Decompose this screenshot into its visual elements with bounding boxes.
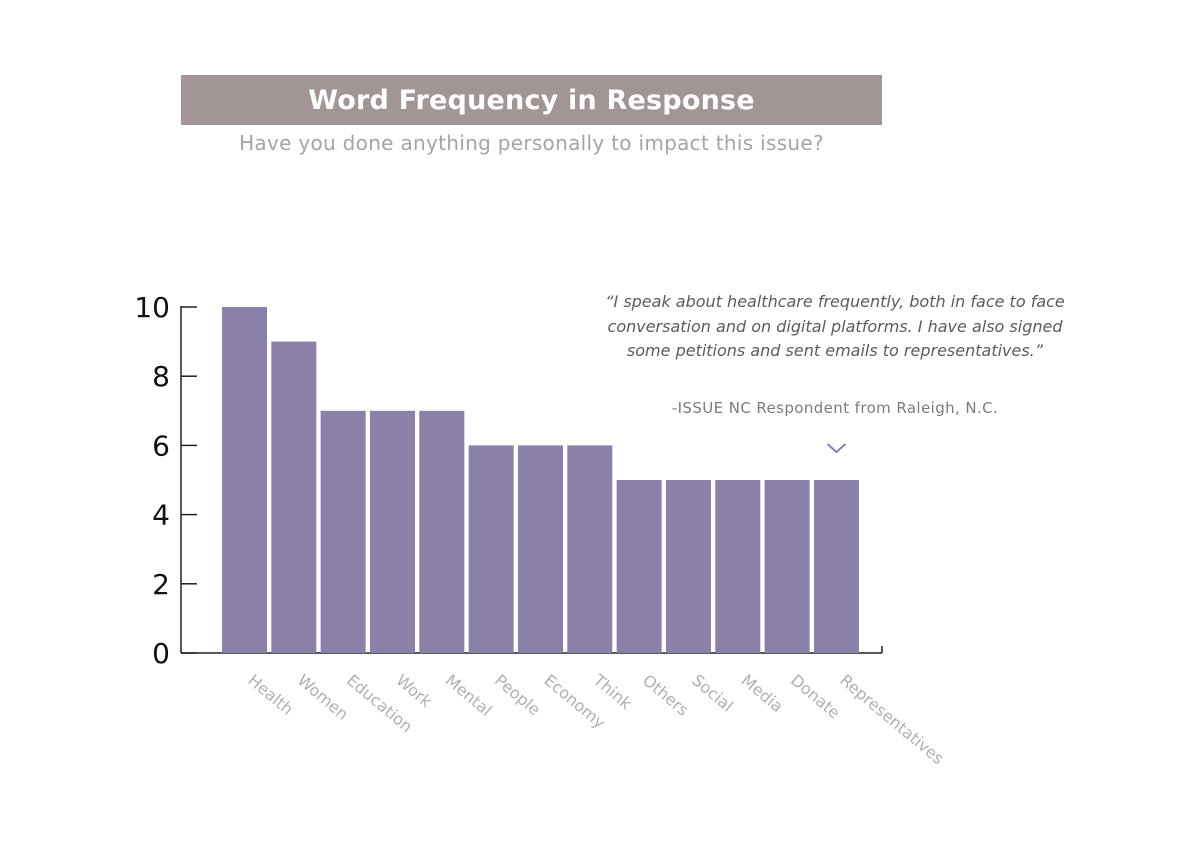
respondent-quote: “I speak about healthcare frequently, bo… [605, 292, 1065, 360]
bar [715, 480, 761, 653]
category-label: Mental [442, 671, 496, 720]
bar [665, 480, 711, 653]
bar [222, 307, 267, 653]
y-tick-label: 0 [152, 637, 170, 670]
category-label: People [491, 671, 544, 720]
category-label: Others [639, 671, 692, 720]
chevron-down-icon [826, 443, 847, 454]
quote-attribution: -ISSUE NC Respondent from Raleigh, N.C. [671, 399, 999, 417]
y-tick-label: 10 [134, 291, 170, 324]
bar [419, 410, 465, 653]
category-label: Representatives [836, 671, 947, 769]
bar [567, 445, 613, 653]
category-label: Donate [787, 671, 844, 723]
category-label: Media [738, 671, 787, 716]
category-label: Women [294, 671, 352, 724]
bar [271, 341, 317, 653]
bar [468, 445, 514, 653]
bar [616, 480, 662, 653]
bar [517, 445, 563, 653]
bar [320, 410, 366, 653]
category-label: Health [244, 671, 296, 719]
bar [369, 410, 415, 653]
category-label: Work [392, 671, 436, 712]
chart-subtitle: Have you done anything personally to imp… [239, 131, 824, 155]
y-tick-label: 6 [152, 429, 170, 462]
y-tick-label: 4 [152, 499, 170, 532]
y-tick-label: 2 [152, 568, 170, 601]
bar [813, 480, 859, 653]
chart-title: Word Frequency in Response [308, 84, 755, 116]
y-tick-label: 8 [152, 360, 170, 393]
chart-title-bar: Word Frequency in Response [181, 75, 882, 125]
category-label: Social [688, 671, 737, 716]
bar [764, 480, 810, 653]
